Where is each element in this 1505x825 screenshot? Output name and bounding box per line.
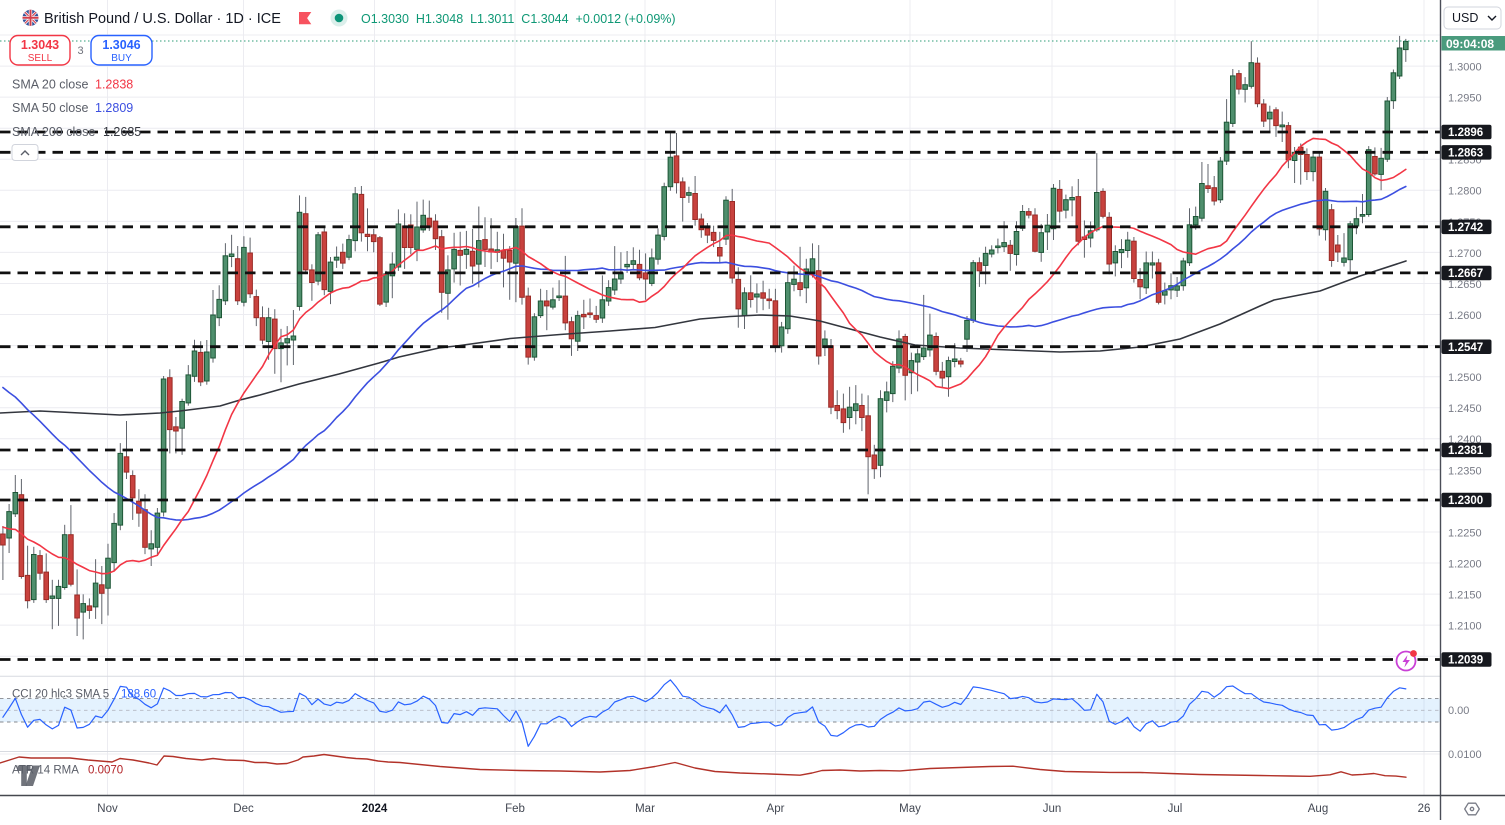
svg-text:May: May (899, 803, 921, 815)
svg-text:1.2381: 1.2381 (1448, 445, 1484, 457)
svg-text:SMA 200 close: SMA 200 close (12, 125, 95, 139)
svg-text:British Pound / U.S. Dollar ·: British Pound / U.S. Dollar · 1D · ICE (44, 11, 281, 27)
svg-text:Jul: Jul (1168, 803, 1183, 815)
svg-text:1.2667: 1.2667 (1448, 268, 1483, 280)
svg-text:0.0100: 0.0100 (1448, 749, 1482, 761)
svg-text:Feb: Feb (505, 803, 525, 815)
svg-text:1.2800: 1.2800 (1448, 186, 1482, 198)
svg-text:BUY: BUY (111, 53, 132, 64)
svg-text:1.3046: 1.3046 (102, 38, 140, 52)
svg-text:Jun: Jun (1043, 803, 1062, 815)
svg-text:1.2300: 1.2300 (1448, 495, 1483, 507)
svg-text:1.2863: 1.2863 (1448, 148, 1483, 160)
svg-text:1.2838: 1.2838 (95, 78, 133, 92)
svg-text:Dec: Dec (233, 803, 254, 815)
svg-text:1.2150: 1.2150 (1448, 590, 1482, 602)
svg-text:1.2039: 1.2039 (1448, 655, 1483, 667)
svg-text:Aug: Aug (1308, 803, 1328, 815)
svg-text:Mar: Mar (635, 803, 655, 815)
svg-text:1.2350: 1.2350 (1448, 465, 1482, 477)
svg-text:09:04:08: 09:04:08 (1446, 37, 1494, 51)
svg-text:O1.3030 H1.3048 L1.3011 C1.: O1.3030 H1.3048 L1.3011 C1.3044 +0.0012 … (361, 12, 676, 26)
svg-text:0.0070: 0.0070 (88, 765, 123, 777)
svg-text:1.2700: 1.2700 (1448, 248, 1482, 260)
svg-text:1.3043: 1.3043 (21, 38, 59, 52)
svg-text:3: 3 (77, 45, 83, 57)
svg-text:1.2250: 1.2250 (1448, 527, 1482, 539)
svg-text:0.00: 0.00 (1448, 705, 1469, 717)
svg-text:1.2896: 1.2896 (1448, 127, 1483, 139)
svg-text:1.2685: 1.2685 (103, 125, 141, 139)
svg-text:188.60: 188.60 (121, 689, 156, 701)
svg-text:SMA 20 close: SMA 20 close (12, 78, 88, 92)
svg-text:1.2500: 1.2500 (1448, 372, 1482, 384)
svg-text:CCI 20 hlc3 SMA 5: CCI 20 hlc3 SMA 5 (12, 689, 109, 701)
svg-text:1.2742: 1.2742 (1448, 222, 1483, 234)
svg-text:1.2100: 1.2100 (1448, 621, 1482, 633)
svg-text:USD: USD (1452, 11, 1478, 25)
svg-text:Apr: Apr (767, 803, 785, 815)
svg-text:SMA 50 close: SMA 50 close (12, 101, 88, 115)
svg-text:1.2547: 1.2547 (1448, 342, 1483, 354)
svg-text:1.3000: 1.3000 (1448, 62, 1482, 74)
svg-text:1.2950: 1.2950 (1448, 93, 1482, 105)
svg-text:ATR 14 RMA: ATR 14 RMA (12, 765, 79, 777)
svg-text:2024: 2024 (362, 803, 388, 815)
svg-text:1.2650: 1.2650 (1448, 279, 1482, 291)
svg-text:1.2200: 1.2200 (1448, 559, 1482, 571)
svg-text:SELL: SELL (28, 53, 53, 64)
svg-text:1.2450: 1.2450 (1448, 403, 1482, 415)
svg-text:Nov: Nov (97, 803, 118, 815)
svg-text:26: 26 (1418, 803, 1431, 815)
svg-text:1.2600: 1.2600 (1448, 310, 1482, 322)
svg-text:1.2809: 1.2809 (95, 101, 133, 115)
